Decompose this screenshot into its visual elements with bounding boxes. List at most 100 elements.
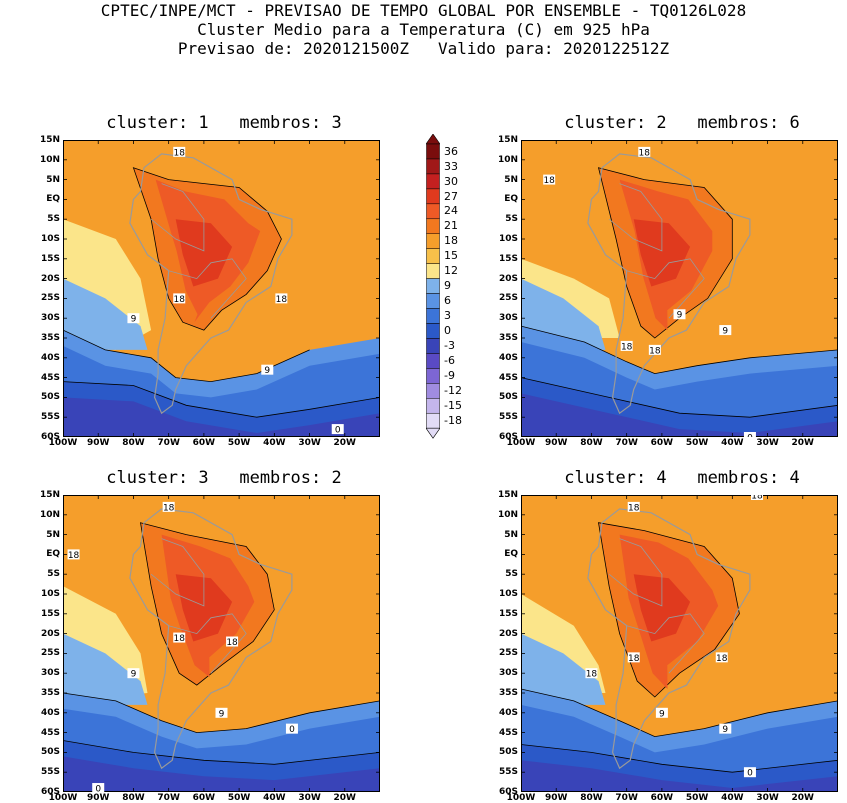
contour-label: 18 (174, 148, 186, 158)
colorbar-swatch (426, 308, 440, 324)
contour-label: 18 (628, 503, 640, 513)
country-borders-north (608, 183, 663, 252)
lat-label: 5S (505, 214, 518, 225)
contour-label-bg (627, 501, 640, 512)
colorbar-label: 3 (444, 309, 451, 323)
panel-title-2: cluster: 2 membros: 6 (564, 113, 800, 133)
lat-label: 45S (498, 727, 518, 738)
colorbar-swatch (426, 143, 440, 160)
band-27-30 (175, 219, 233, 287)
colorbar-swatch (426, 338, 440, 354)
map-panel-2: 18 18 18 9 9 18 0 (521, 140, 838, 437)
panel-title-3: cluster: 3 membros: 2 (106, 468, 342, 488)
lat-label: 25S (40, 293, 60, 304)
colorbar-label: 18 (444, 234, 458, 248)
lat-label: EQ (46, 549, 60, 560)
contour-label: 18 (649, 346, 661, 356)
lat-label: 20S (40, 628, 60, 639)
contour-label: 0 (335, 426, 341, 436)
lat-label: 60S (40, 432, 60, 442)
colorbar-swatch (426, 248, 440, 264)
contour-label-bg (162, 501, 175, 512)
lat-label: 15S (498, 253, 518, 264)
contour-label-bg (648, 344, 661, 355)
lon-label: 100W (48, 793, 78, 803)
lat-label: 30S (498, 313, 518, 324)
contour-label: 18 (586, 670, 598, 680)
country-borders-north (150, 183, 205, 252)
colorbar-top-arrow (425, 133, 441, 145)
lat-label: 10N (497, 154, 518, 165)
colorbar-label: 21 (444, 219, 458, 233)
lat-label: 10S (40, 589, 60, 599)
coastline (129, 508, 293, 770)
lon-label: 30W (298, 793, 321, 803)
lon-label: 80W (580, 438, 603, 448)
contour-label: 18 (716, 654, 728, 664)
colorbar-label: 27 (444, 189, 458, 203)
lon-label: 90W (86, 438, 110, 448)
colorbar-label: -12 (444, 383, 462, 397)
lat-label: 35S (40, 333, 60, 343)
lat-label: 50S (498, 392, 518, 403)
lat-label: 50S (498, 747, 518, 758)
lon-label: 70W (157, 793, 180, 803)
colorbar-label: 24 (444, 204, 458, 218)
lon-label: 70W (157, 438, 180, 448)
lon-label: 90W (544, 793, 568, 803)
coastline (587, 153, 751, 415)
colorbar-label: 6 (444, 294, 451, 308)
colorbar-bottom-arrow (425, 427, 441, 439)
panel-title-4: cluster: 4 membros: 4 (564, 468, 800, 488)
contour-label: 9 (131, 670, 137, 680)
lon-label: 100W (506, 793, 536, 803)
contour-9 (521, 688, 838, 738)
temperature-map: 18 18 18 18 18 9 9 0 (521, 495, 838, 792)
band-9-12 (63, 278, 148, 350)
contour-label-bg (638, 146, 651, 157)
contour-label: 18 (751, 495, 763, 502)
colorbar-swatch (426, 323, 440, 339)
map-frame (521, 140, 838, 437)
colorbar-swatch (426, 158, 440, 175)
lat-label: 60S (498, 787, 518, 797)
contour-label: 18 (621, 342, 633, 352)
lon-label: 50W (227, 438, 251, 448)
contour-label-bg (173, 293, 186, 304)
map-frame (521, 495, 838, 792)
lat-label: 30S (40, 668, 60, 679)
colorbar-label: -3 (444, 339, 455, 353)
contour-label: 18 (628, 654, 640, 664)
contour-label: 0 (747, 434, 753, 438)
contour-0 (63, 381, 380, 418)
contour-0 (521, 377, 838, 437)
colorbar-swatch (426, 203, 440, 220)
lon-label: 70W (615, 793, 638, 803)
lat-label: 5N (504, 174, 518, 185)
band-below-0 (63, 397, 380, 437)
lat-label: 10N (39, 154, 60, 165)
panel-title-1: cluster: 1 membros: 3 (106, 113, 342, 133)
contour-label: 18 (639, 148, 651, 158)
lon-label: 40W (721, 438, 744, 448)
map-frame (63, 140, 380, 437)
band-9-12 (521, 633, 606, 705)
colorbar-swatch (426, 398, 440, 414)
contour-label: 0 (747, 769, 753, 779)
header-line-1: CPTEC/INPE/MCT - PREVISAO DE TEMPO GLOBA… (100, 1, 747, 20)
lat-label: 10N (39, 509, 60, 520)
header-line-3: Previsao de: 2020121500Z Valido para: 20… (177, 39, 670, 58)
lon-label: 30W (756, 438, 779, 448)
lat-label: EQ (504, 549, 518, 560)
contour-label-bg (173, 146, 186, 157)
colorbar-swatch (426, 173, 440, 190)
lat-label: 20S (498, 273, 518, 284)
lat-label: 35S (40, 688, 60, 698)
lon-label: 90W (544, 438, 568, 448)
colorbar-label: 30 (444, 174, 458, 188)
country-borders (168, 258, 247, 319)
lon-label: 100W (506, 438, 536, 448)
colorbar-swatch (426, 293, 440, 309)
map-panel-1: 18 18 18 9 9 0 (63, 140, 380, 437)
contour-label-bg (585, 668, 598, 679)
